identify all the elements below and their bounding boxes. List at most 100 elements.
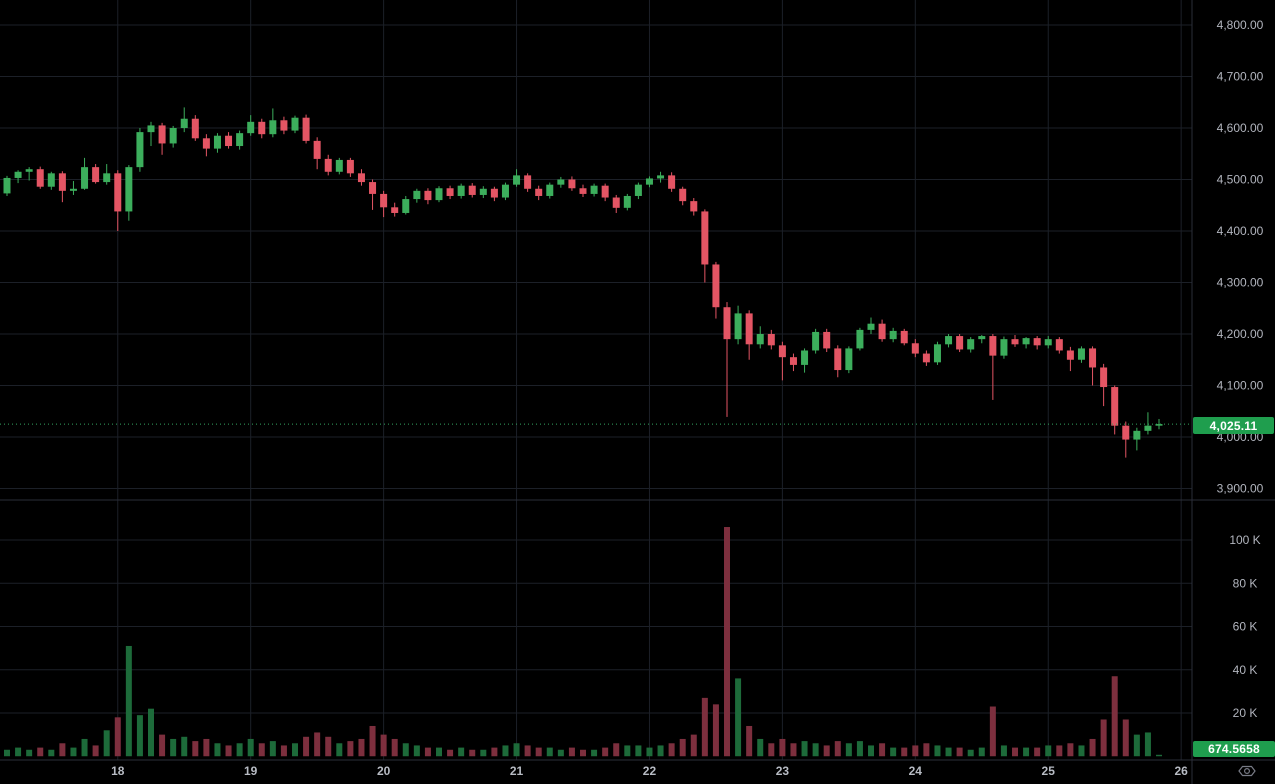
volume-bar — [712, 704, 719, 757]
volume-bar — [303, 736, 310, 757]
volume-bar — [136, 715, 143, 757]
volume-bar — [513, 743, 520, 757]
volume-bar — [181, 736, 188, 757]
volume-axis[interactable]: 100 K 80 K 60 K 40 K 20 K — [1229, 533, 1260, 720]
volume-bar — [1122, 719, 1129, 757]
candle-body — [435, 188, 443, 201]
volume-bar — [1012, 747, 1019, 757]
volume-bar — [934, 745, 941, 757]
candle-body — [92, 167, 100, 183]
candle-body — [302, 117, 310, 141]
candle-body — [1122, 425, 1130, 440]
volume-bar — [1089, 738, 1096, 757]
candlestick-series — [3, 107, 1163, 458]
volume-bar — [1078, 745, 1085, 757]
volume-bar — [546, 747, 553, 757]
volume-bar — [469, 749, 476, 757]
volume-bar — [890, 747, 897, 757]
volume-bar — [502, 745, 509, 757]
candle-body — [103, 173, 111, 183]
volume-bar — [1156, 754, 1163, 757]
time-axis[interactable]: 18 19 20 21 22 23 24 25 26 — [111, 764, 1188, 778]
volume-bar — [491, 747, 498, 757]
volume-bar — [37, 747, 44, 757]
candle-body — [690, 201, 698, 212]
volume-bar — [125, 645, 132, 757]
candle-body — [1155, 424, 1163, 426]
volume-bar — [1067, 743, 1074, 757]
volume-bar — [192, 741, 199, 757]
volume-bar — [524, 745, 531, 757]
candle-body — [568, 179, 576, 189]
candle-body — [501, 184, 509, 198]
candle-body — [956, 336, 964, 350]
volume-bar — [92, 745, 99, 757]
price-tick-label: 3,900.00 — [1217, 482, 1264, 496]
candle-body — [612, 197, 620, 208]
volume-bar — [225, 745, 232, 757]
volume-bar — [823, 745, 830, 757]
candle-body — [579, 188, 587, 194]
candle-body — [291, 117, 299, 131]
volume-bar — [391, 738, 398, 757]
candle-body — [3, 177, 11, 194]
volume-bar — [580, 749, 587, 757]
price-tick-label: 4,600.00 — [1217, 121, 1264, 135]
candle-body — [369, 182, 377, 194]
candle-body — [47, 173, 55, 187]
candle-body — [889, 330, 897, 340]
candle-body — [258, 121, 266, 135]
candle-body — [1066, 350, 1074, 360]
volume-bar — [801, 741, 808, 757]
candle-body — [357, 173, 365, 183]
candle-body — [69, 188, 77, 191]
candle-body — [856, 329, 864, 349]
volume-bar — [48, 749, 55, 757]
candle-body — [1033, 338, 1041, 346]
volume-bar — [447, 749, 454, 757]
price-axis[interactable]: 4,800.00 4,700.00 4,600.00 4,500.00 4,400.00… — [1217, 18, 1264, 496]
volume-bar — [258, 743, 265, 757]
gridlines — [0, 0, 1192, 760]
volume-bar — [59, 743, 66, 757]
candle-body — [834, 348, 842, 371]
candle-body — [380, 193, 388, 208]
candle-body — [535, 188, 543, 196]
candle-body — [413, 190, 421, 200]
volume-bar — [989, 706, 996, 757]
candle-body — [136, 132, 144, 168]
candle-body — [978, 336, 986, 340]
volume-bar — [768, 743, 775, 757]
volume-bar — [480, 749, 487, 757]
candle-body — [778, 345, 786, 358]
volume-bar — [790, 743, 797, 757]
candle-body — [933, 344, 941, 363]
volume-tick-label: 100 K — [1229, 533, 1260, 547]
time-tick-label: 18 — [111, 764, 125, 778]
time-tick-label: 21 — [510, 764, 524, 778]
settings-gear-icon[interactable] — [1238, 765, 1256, 777]
volume-bar — [203, 738, 210, 757]
volume-bar — [214, 743, 221, 757]
candle-body — [114, 173, 122, 212]
candle-body — [623, 195, 631, 208]
candle-body — [1100, 367, 1108, 388]
volume-bar — [646, 747, 653, 757]
candle-body — [657, 175, 665, 179]
volume-bar — [369, 725, 376, 757]
volume-bar — [269, 741, 276, 757]
candle-body — [712, 264, 720, 308]
volume-bar — [845, 743, 852, 757]
candle-body — [900, 330, 908, 344]
volume-bar — [956, 747, 963, 757]
candle-body — [247, 121, 255, 134]
candle-body — [225, 135, 233, 147]
candle-body — [601, 185, 609, 198]
candle-body — [280, 120, 288, 131]
volume-bar — [413, 745, 420, 757]
volume-bar — [1056, 745, 1063, 757]
candle-body — [878, 323, 886, 340]
volume-bar — [26, 749, 33, 757]
